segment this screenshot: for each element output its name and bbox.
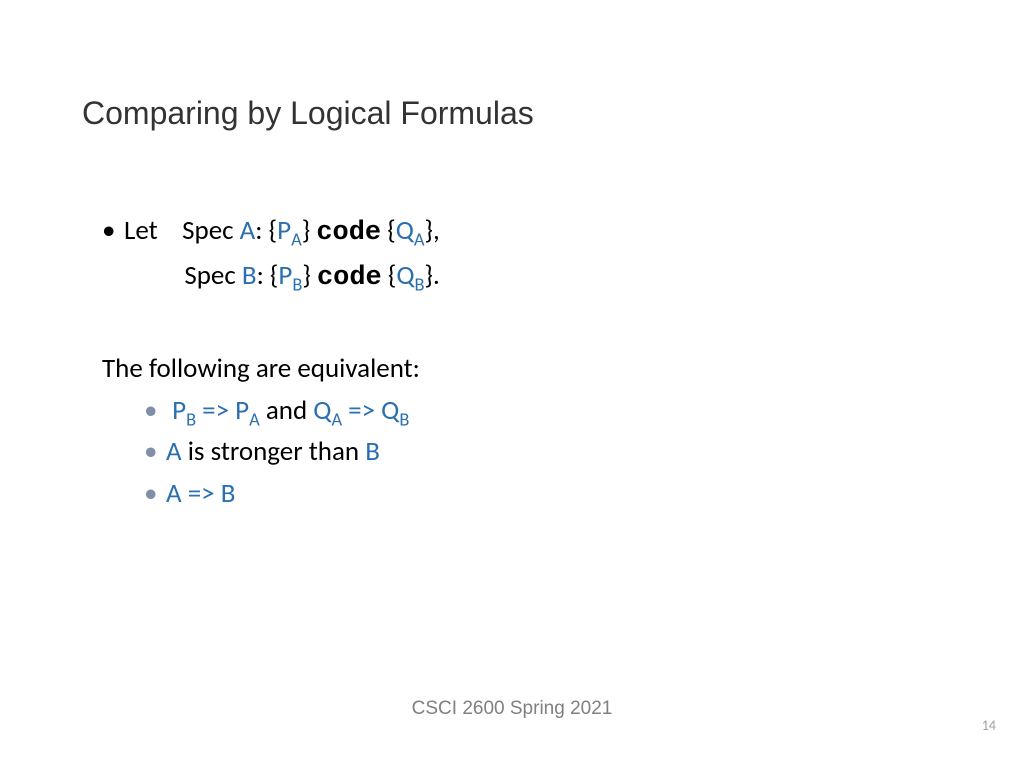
stronger-text: is stronger than — [182, 435, 366, 468]
close-comma-a: }, — [425, 214, 440, 247]
qa1: QA — [313, 394, 342, 427]
bullet-let-spec-a: • Let Spec A: {PA} code {QA}, — [102, 210, 922, 255]
let-line-a: Let Spec A: {PA} code {QA}, — [124, 210, 440, 255]
colon-brace-b1: : { — [257, 259, 279, 292]
b-letter-3: B — [221, 477, 236, 510]
spacer — [102, 300, 922, 348]
spec-word-a: Spec — [182, 214, 233, 247]
p-b: PB — [278, 259, 302, 292]
slide-title: Comparing by Logical Formulas — [82, 95, 534, 132]
p-a: PA — [277, 214, 302, 247]
spec-b-letter: B — [242, 259, 257, 292]
q-a: QA — [396, 214, 425, 247]
imp3: => — [182, 477, 221, 510]
b-letter-2: B — [365, 435, 380, 468]
pb1: PB — [172, 394, 196, 427]
brace-close-b1: } — [302, 259, 317, 292]
slide-footer: CSCI 2600 Spring 2021 — [0, 698, 1024, 720]
let-spec-b: Spec B: {PB} code {QB}. — [166, 255, 922, 300]
imp1: => — [196, 394, 235, 427]
pa1: PA — [235, 394, 260, 427]
let-label: Let — [124, 214, 158, 247]
colon-brace-a1: : { — [255, 214, 277, 247]
a-letter-2: A — [166, 435, 182, 468]
code-word-b: code — [317, 263, 382, 293]
bullet-dot-icon: • — [144, 390, 166, 432]
equiv-intro: The following are equivalent: — [102, 348, 420, 390]
sub1-content: PB => PA and QA => QB — [166, 390, 409, 432]
sub-bullet-1: • PB => PA and QA => QB — [144, 390, 922, 432]
let-line-b: Spec B: {PB} code {QB}. — [166, 255, 440, 300]
and-word: and — [260, 394, 314, 427]
slide: Comparing by Logical Formulas • Let Spec… — [0, 0, 1024, 768]
sub2-content: A is stronger than B — [166, 431, 380, 473]
slide-body: • Let Spec A: {PA} code {QA}, Spec B: {P… — [102, 210, 922, 515]
page-number: 14 — [982, 717, 996, 734]
code-word-a: code — [316, 218, 381, 248]
equiv-intro-line: The following are equivalent: — [102, 348, 922, 390]
brace-open-b2: { — [382, 259, 397, 292]
bullet-dot-icon: • — [144, 473, 166, 515]
sub3-content: A => B — [166, 473, 235, 515]
q-b: QB — [396, 259, 424, 292]
a-letter-3: A — [166, 477, 182, 510]
bullet-dot-icon: • — [102, 210, 124, 252]
spec-word-b: Spec — [184, 259, 235, 292]
close-period-b: }. — [425, 259, 440, 292]
sub-bullet-3: • A => B — [144, 473, 922, 515]
imp2: => — [342, 394, 381, 427]
sub-bullet-2: • A is stronger than B — [144, 431, 922, 473]
spec-a-letter: A — [240, 214, 256, 247]
bullet-dot-icon: • — [144, 431, 166, 473]
brace-close-a1: } — [302, 214, 317, 247]
brace-open-a2: { — [381, 214, 396, 247]
qb1: QB — [381, 394, 409, 427]
